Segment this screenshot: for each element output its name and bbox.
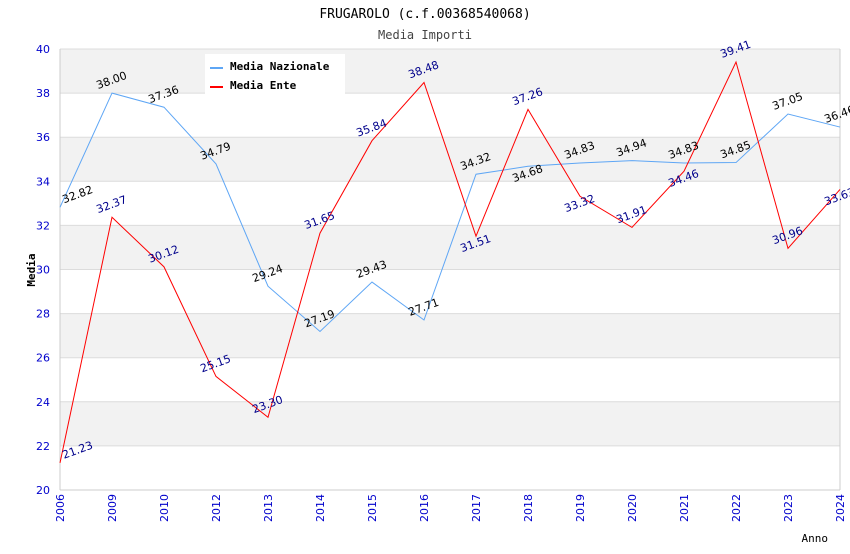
data-label: 36.46 — [823, 103, 850, 126]
x-tick-label: 2022 — [730, 494, 743, 522]
grid-band — [60, 401, 840, 446]
y-tick-label: 36 — [36, 131, 50, 144]
chart-title: FRUGAROLO (c.f.00368540068) — [319, 7, 530, 22]
x-tick-label: 2006 — [54, 494, 67, 522]
x-tick-label: 2017 — [470, 494, 483, 522]
chart-subtitle: Media Importi — [378, 28, 472, 42]
legend — [205, 54, 345, 94]
x-tick-label: 2010 — [158, 494, 171, 522]
x-tick-label: 2019 — [574, 494, 587, 522]
y-tick-label: 26 — [36, 352, 50, 365]
y-tick-label: 30 — [36, 264, 50, 277]
data-label: 35.84 — [355, 117, 389, 140]
x-tick-label: 2024 — [834, 494, 847, 522]
y-tick-label: 22 — [36, 440, 50, 453]
x-tick-label: 2009 — [106, 494, 119, 522]
grid-band — [60, 313, 840, 358]
x-tick-label: 2014 — [314, 494, 327, 522]
y-tick-label: 24 — [36, 396, 50, 409]
x-tick-label: 2021 — [678, 494, 691, 522]
y-tick-label: 32 — [36, 219, 50, 232]
y-tick-label: 34 — [36, 175, 50, 188]
y-axis-title: Media — [25, 253, 38, 286]
x-tick-label: 2015 — [366, 494, 379, 522]
series-line-0 — [59, 92, 841, 333]
data-label: 31.91 — [615, 203, 649, 226]
grid-band — [60, 49, 840, 94]
data-label: 32.82 — [61, 183, 95, 206]
legend-label: Media Nazionale — [230, 60, 330, 73]
series-line-1 — [59, 60, 841, 463]
x-tick-label: 2020 — [626, 494, 639, 522]
y-tick-label: 38 — [36, 87, 50, 100]
y-tick-label: 40 — [36, 43, 50, 56]
x-tick-label: 2023 — [782, 494, 795, 522]
data-label: 32.37 — [95, 193, 129, 216]
x-tick-label: 2012 — [210, 494, 223, 522]
y-tick-label: 28 — [36, 308, 50, 321]
legend-label: Media Ente — [230, 79, 297, 92]
x-tick-label: 2018 — [522, 494, 535, 522]
x-tick-label: 2016 — [418, 494, 431, 522]
data-label: 33.63 — [823, 185, 850, 208]
y-tick-label: 20 — [36, 484, 50, 497]
x-tick-label: 2013 — [262, 494, 275, 522]
x-axis-title: Anno — [802, 532, 829, 545]
